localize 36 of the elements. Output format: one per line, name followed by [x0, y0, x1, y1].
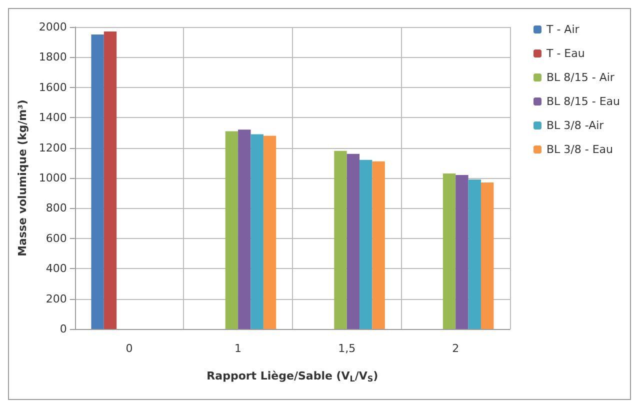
bar: [480, 182, 494, 329]
y-tick-label: 1200: [38, 141, 67, 154]
y-tick-label: 1600: [38, 80, 67, 94]
bar: [360, 160, 372, 329]
y-tick-label: 800: [46, 202, 67, 215]
y-tick-label: 1800: [38, 50, 67, 64]
bar: [372, 161, 385, 329]
bar: [346, 154, 360, 329]
y-axis-title: Masse volumique (kg/m³): [16, 100, 29, 256]
legend-label: T - Air: [546, 23, 580, 36]
y-tick-label: 1000: [38, 172, 67, 184]
y-tick-label: 2000: [38, 20, 67, 34]
legend-label: BL 8/15 - Eau: [546, 95, 620, 108]
y-tick-label: 200: [46, 292, 67, 306]
bar: [442, 173, 456, 329]
bar: [91, 34, 104, 329]
bar: [468, 180, 481, 329]
x-tick-label: 1: [234, 342, 242, 355]
bar: [334, 150, 347, 329]
y-tick-label: 0: [60, 322, 67, 336]
y-tick-label: 600: [46, 232, 67, 245]
legend-label: BL 8/15 - Air: [546, 71, 615, 84]
y-tick-label: 1400: [38, 111, 67, 124]
bar: [456, 174, 468, 329]
x-tick-label: 2: [452, 342, 460, 355]
x-tick-label: 1,5: [338, 342, 356, 355]
bar: [225, 131, 238, 329]
legend-label: T - Eau: [546, 47, 585, 60]
bar: [238, 130, 251, 329]
bar: [263, 136, 276, 329]
x-tick-label: 0: [126, 342, 133, 355]
y-tick-label: 400: [46, 262, 67, 276]
bar: [250, 134, 264, 329]
legend-label: BL 3/8 - Eau: [546, 143, 613, 156]
bar: [104, 32, 117, 329]
legend-label: BL 3/8 -Air: [546, 119, 604, 132]
